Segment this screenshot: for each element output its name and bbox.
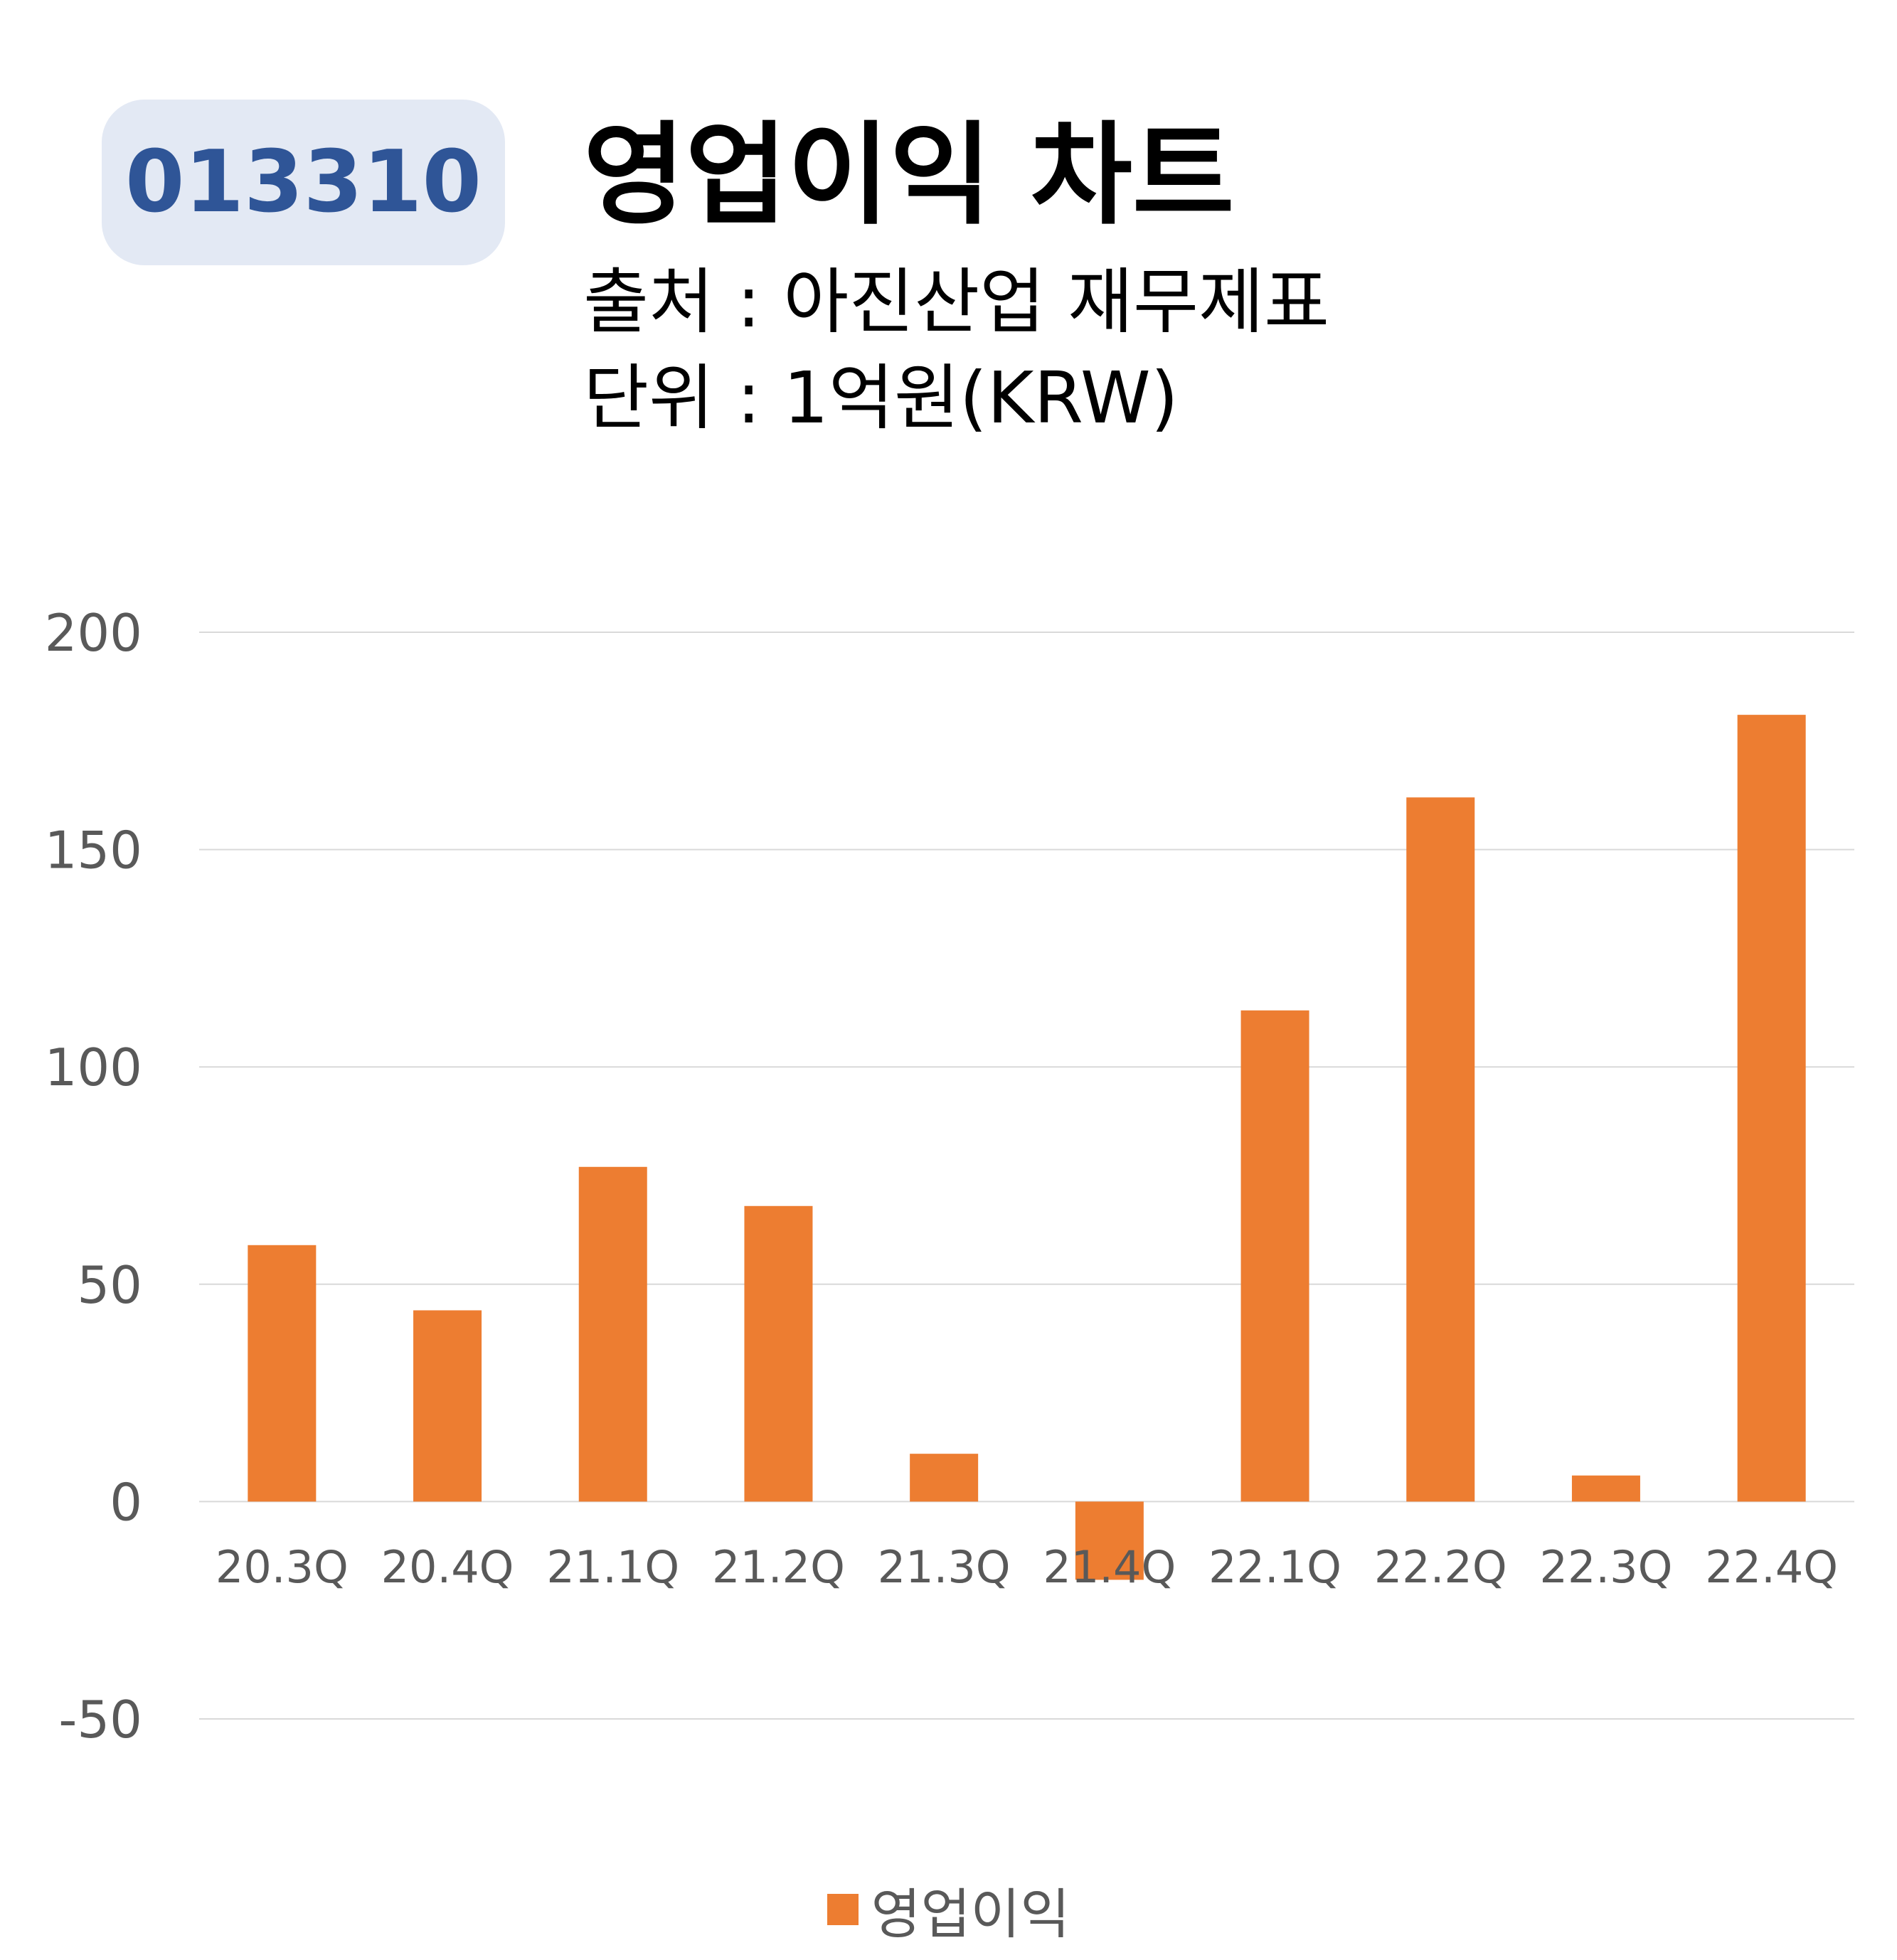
- y-tick-label: 200: [45, 603, 142, 663]
- bar: [1406, 797, 1475, 1502]
- x-tick-label: 22.4Q: [1705, 1541, 1838, 1593]
- bar: [744, 1205, 813, 1502]
- chart-source: 출처 : 아진산업 재무제표: [583, 260, 1330, 343]
- y-tick-label: 150: [45, 821, 142, 880]
- y-tick-label: 50: [77, 1255, 142, 1315]
- legend-swatch-icon: [827, 1894, 859, 1925]
- bars: [248, 715, 1806, 1580]
- chart-unit: 단위 : 1억원(KRW): [583, 356, 1179, 440]
- bar-chart: 200 150 100 50 0 -50 20.3Q 20.4Q 21.1Q 21.2Q 21.3…: [45, 603, 1854, 1749]
- bar: [1240, 1010, 1309, 1502]
- x-tick-label: 20.4Q: [381, 1541, 514, 1593]
- y-axis-ticks: 200 150 100 50 0 -50: [45, 603, 142, 1749]
- y-tick-label: 100: [45, 1038, 142, 1097]
- x-tick-label: 22.2Q: [1374, 1541, 1507, 1593]
- bar: [1737, 715, 1806, 1502]
- x-tick-label: 21.2Q: [712, 1541, 845, 1593]
- ticker-code: 013310: [125, 133, 482, 232]
- gridlines: [199, 632, 1854, 1720]
- legend-label: 영업이익: [871, 1882, 1070, 1946]
- x-tick-label: 22.1Q: [1208, 1541, 1341, 1593]
- x-tick-label: 22.3Q: [1540, 1541, 1673, 1593]
- bar: [413, 1310, 482, 1502]
- bar: [248, 1245, 317, 1502]
- bar: [910, 1454, 979, 1502]
- x-tick-label: 21.3Q: [878, 1541, 1011, 1593]
- ticker-badge: 013310: [102, 100, 505, 265]
- y-tick-label: -50: [58, 1690, 142, 1749]
- y-tick-label: 0: [110, 1472, 142, 1532]
- bar: [1571, 1475, 1640, 1502]
- x-tick-label: 21.1Q: [546, 1541, 679, 1593]
- x-axis-ticks: 20.3Q 20.4Q 21.1Q 21.2Q 21.3Q 21.4Q 22.1Q 22.2Q…: [216, 1541, 1838, 1593]
- x-tick-label: 20.3Q: [216, 1541, 349, 1593]
- x-tick-label: 21.4Q: [1043, 1541, 1176, 1593]
- bar: [1075, 1501, 1144, 1580]
- bar: [578, 1166, 647, 1502]
- chart-title: 영업이익 차트: [583, 110, 1235, 240]
- legend: 영업이익: [0, 1870, 1897, 1949]
